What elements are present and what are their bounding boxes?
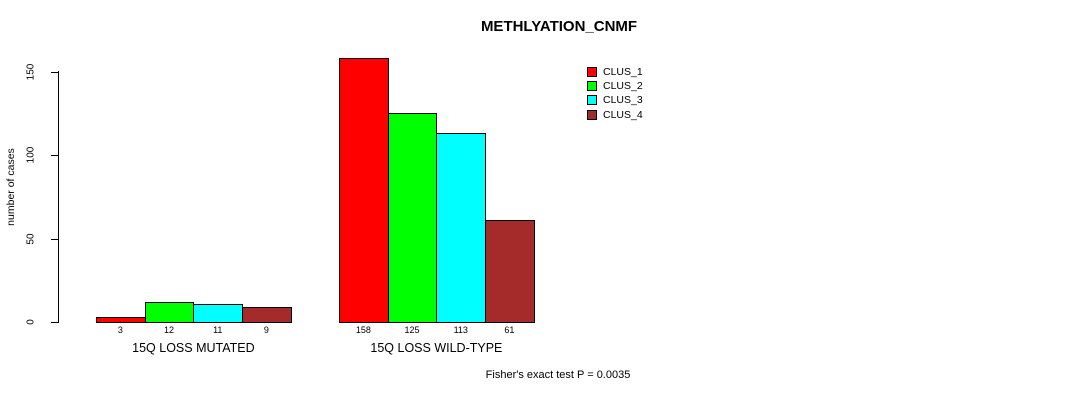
bar-value-label: 158: [355, 325, 371, 335]
legend-label-clus_2: CLUS_2: [603, 80, 643, 93]
chart-title: METHLYATION_CNMF: [480, 18, 638, 35]
bar-value-label: 3: [117, 325, 123, 335]
y-tick-label: 0: [25, 319, 37, 325]
legend-label-clus_4: CLUS_4: [603, 108, 643, 121]
bar-clus_1-group1: [96, 316, 146, 323]
legend-swatch-clus_1: [587, 67, 597, 77]
legend-label-clus_3: CLUS_3: [603, 94, 643, 107]
legend-swatch-clus_3: [587, 95, 597, 106]
bar-value-label: 12: [164, 325, 175, 335]
y-tick-mark: [51, 155, 58, 156]
bar-clus_3-group2: [436, 133, 487, 323]
group-label: 15Q LOSS MUTATED: [132, 341, 255, 355]
bar-value-label: 113: [453, 325, 468, 335]
bar-value-label: 125: [404, 325, 420, 335]
bar-value-label: 11: [213, 325, 223, 335]
y-tick-label: 150: [25, 63, 37, 80]
statistical-test-note: Fisher's exact test P = 0.0035: [485, 369, 631, 381]
bar-clus_4-group1: [242, 306, 292, 323]
bar-clus_2-group2: [387, 113, 438, 323]
bar-value-label: 61: [504, 325, 515, 335]
legend-swatch-clus_2: [587, 81, 597, 92]
y-axis-title: number of cases: [5, 148, 17, 226]
y-tick-mark: [51, 71, 58, 73]
y-axis-line: [58, 71, 59, 323]
bar-clus_2-group1: [144, 301, 195, 323]
bar-clus_4-group2: [485, 220, 535, 323]
legend-swatch-clus_4: [587, 109, 597, 120]
bar-value-label: 9: [263, 325, 269, 335]
y-tick-mark: [51, 322, 58, 323]
y-tick-label: 50: [25, 232, 37, 245]
y-tick-mark: [51, 238, 58, 240]
bar-clus_3-group1: [193, 303, 244, 323]
group-label: 15Q LOSS WILD-TYPE: [370, 341, 503, 355]
y-tick-label: 100: [25, 146, 37, 164]
legend-label-clus_1: CLUS_1: [603, 66, 643, 78]
bar-clus_1-group2: [339, 58, 389, 323]
